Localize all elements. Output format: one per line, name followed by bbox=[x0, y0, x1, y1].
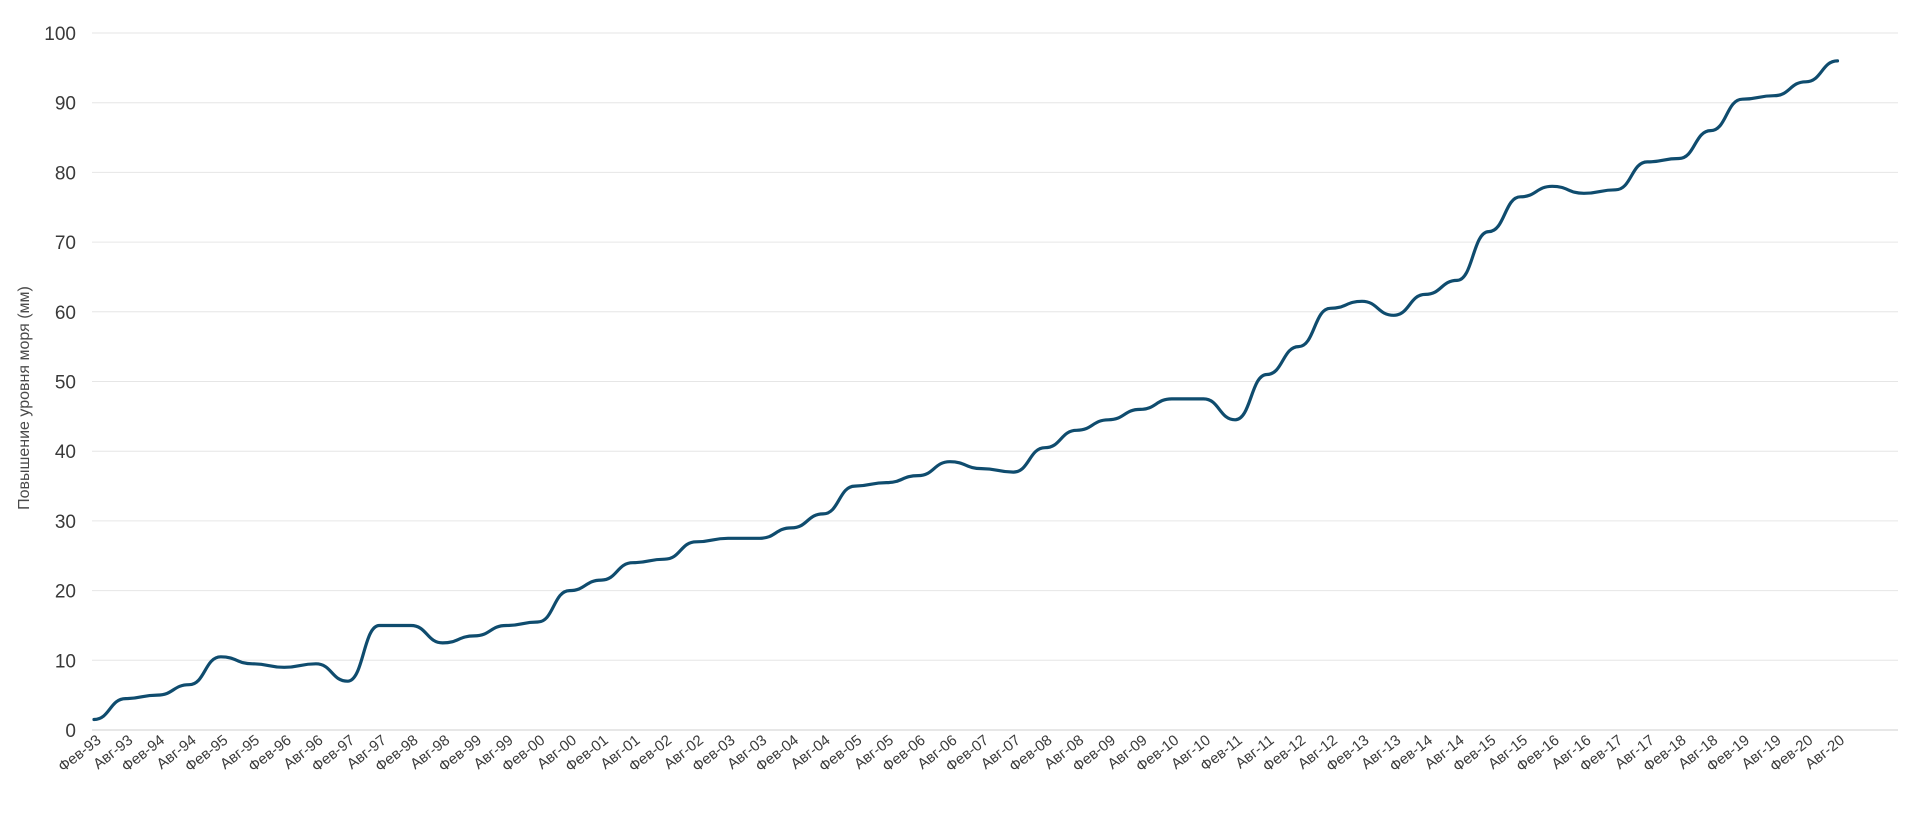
data-point bbox=[1582, 192, 1586, 195]
data-point bbox=[1012, 470, 1015, 474]
data-point bbox=[917, 474, 920, 477]
data-point bbox=[1487, 230, 1491, 233]
data-point bbox=[1075, 429, 1078, 432]
y-tick-label: 90 bbox=[55, 94, 76, 115]
data-point bbox=[473, 634, 476, 638]
data-point bbox=[1043, 446, 1047, 449]
data-point bbox=[1709, 129, 1712, 132]
data-point bbox=[600, 578, 603, 582]
data-point bbox=[219, 655, 222, 659]
data-point bbox=[1138, 408, 1142, 411]
y-tick-label: 60 bbox=[55, 303, 76, 324]
data-point bbox=[980, 467, 983, 470]
data-point bbox=[1836, 59, 1839, 63]
y-axis-label: Повышение уровня моря (мм) bbox=[16, 286, 33, 510]
data-point bbox=[758, 537, 761, 540]
data-point bbox=[1772, 94, 1776, 97]
y-tick-label: 70 bbox=[55, 233, 76, 254]
data-point bbox=[695, 540, 698, 544]
data-point bbox=[1614, 188, 1617, 192]
data-point bbox=[726, 537, 730, 540]
y-tick-label: 80 bbox=[55, 163, 76, 184]
data-point bbox=[853, 484, 856, 488]
data-point bbox=[378, 624, 381, 627]
data-point bbox=[1519, 195, 1522, 198]
data-point bbox=[1455, 279, 1459, 282]
y-tick-label: 30 bbox=[55, 512, 76, 533]
data-point bbox=[504, 624, 508, 627]
data-point bbox=[1804, 80, 1808, 83]
data-point bbox=[1360, 300, 1364, 303]
data-point bbox=[92, 718, 96, 721]
data-point bbox=[1170, 397, 1174, 401]
x-axis-ticks: Фев-93Авг-93Фев-94Авг-94Фев-95Авг-95Фев-… bbox=[55, 732, 1848, 776]
data-point bbox=[948, 460, 952, 463]
data-point bbox=[124, 697, 127, 700]
data-point bbox=[1202, 397, 1205, 401]
data-point bbox=[1392, 314, 1395, 317]
data-point bbox=[1107, 418, 1110, 422]
data-point bbox=[536, 620, 539, 624]
data-point bbox=[1297, 345, 1300, 348]
y-tick-label: 20 bbox=[55, 582, 76, 603]
data-point bbox=[1677, 157, 1681, 160]
data-point bbox=[1424, 293, 1427, 296]
data-point bbox=[1741, 98, 1744, 101]
data-point bbox=[156, 693, 159, 697]
series-line-0 bbox=[92, 59, 1840, 722]
data-point bbox=[409, 624, 413, 627]
data-point bbox=[314, 662, 318, 665]
y-axis-ticks: 0 10 20 30 40 50 60 70 80 90 100 bbox=[44, 24, 76, 742]
data-point bbox=[631, 561, 635, 564]
data-point bbox=[187, 683, 191, 686]
series-layer bbox=[92, 59, 1840, 722]
data-point bbox=[1265, 373, 1269, 376]
data-point bbox=[346, 680, 349, 683]
data-point bbox=[251, 662, 254, 665]
y-tick-label: 50 bbox=[55, 373, 76, 394]
data-point bbox=[441, 641, 444, 645]
data-point bbox=[1551, 185, 1554, 188]
y-tick-label: 10 bbox=[55, 651, 76, 672]
data-point bbox=[790, 526, 793, 530]
y-tick-label: 0 bbox=[65, 721, 76, 742]
data-point bbox=[1329, 307, 1332, 310]
y-tick-label: 100 bbox=[44, 24, 76, 45]
data-point bbox=[821, 512, 825, 516]
data-point bbox=[885, 481, 888, 484]
gridlines bbox=[92, 32, 1898, 731]
data-point bbox=[663, 558, 666, 561]
data-point bbox=[568, 589, 571, 592]
y-tick-label: 40 bbox=[55, 442, 76, 463]
data-point bbox=[283, 666, 286, 669]
data-point bbox=[1234, 418, 1237, 422]
data-point bbox=[1646, 160, 1649, 164]
